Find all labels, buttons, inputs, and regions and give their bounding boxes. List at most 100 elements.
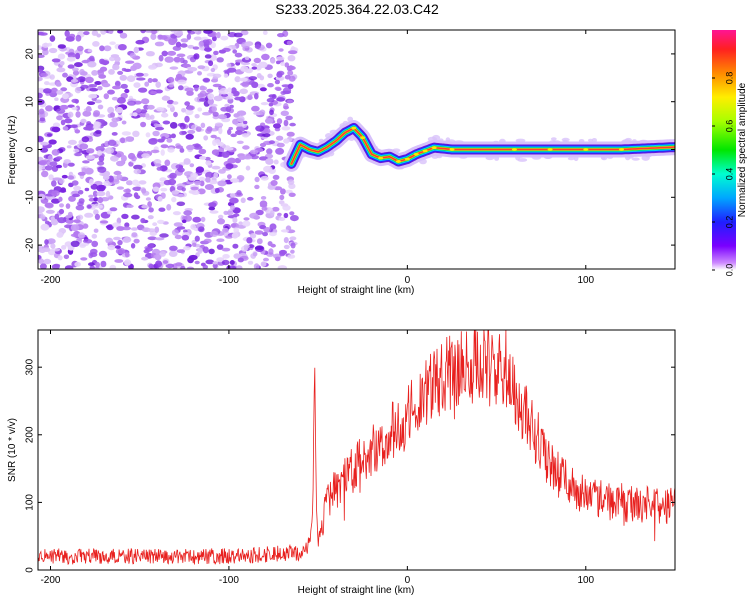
- noise-speckle: [289, 211, 295, 216]
- noise-speckle: [49, 74, 55, 80]
- noise-speckle: [152, 130, 160, 137]
- noise-speckle: [240, 66, 249, 72]
- noise-speckle: [142, 73, 149, 77]
- noise-speckle: [276, 56, 285, 61]
- noise-speckle: [44, 81, 50, 86]
- noise-speckle: [263, 165, 273, 173]
- noise-speckle: [72, 193, 80, 198]
- noise-speckle: [213, 95, 223, 102]
- noise-speckle: [209, 230, 219, 237]
- noise-speckle: [79, 143, 89, 150]
- noise-speckle: [51, 198, 61, 204]
- noise-speckle: [123, 188, 131, 193]
- ridge-peak: [413, 152, 419, 156]
- noise-speckle: [95, 129, 102, 134]
- noise-speckle: [119, 74, 128, 81]
- noise-speckle: [160, 187, 168, 192]
- noise-speckle: [99, 220, 109, 224]
- noise-speckle: [50, 87, 58, 94]
- noise-speckle: [94, 81, 102, 85]
- noise-speckle: [99, 45, 105, 52]
- noise-speckle: [125, 136, 135, 142]
- noise-speckle: [186, 105, 195, 111]
- noise-speckle: [154, 163, 162, 167]
- noise-speckle: [245, 41, 254, 47]
- noise-speckle: [186, 90, 194, 96]
- noise-speckle: [112, 64, 120, 71]
- ridge-peak: [431, 146, 437, 150]
- noise-speckle: [210, 67, 216, 73]
- noise-speckle: [84, 212, 94, 218]
- noise-speckle: [74, 62, 83, 68]
- noise-speckle: [202, 77, 211, 83]
- noise-speckle: [186, 266, 194, 269]
- noise-speckle: [214, 187, 220, 194]
- noise-speckle: [285, 115, 293, 121]
- noise-speckle: [88, 178, 94, 186]
- noise-speckle: [266, 148, 273, 155]
- noise-speckle: [263, 127, 271, 134]
- noise-speckle: [186, 33, 192, 40]
- noise-speckle: [82, 239, 93, 244]
- noise-speckle: [79, 242, 89, 247]
- noise-speckle: [271, 206, 280, 212]
- noise-speckle: [255, 209, 264, 216]
- noise-speckle: [147, 215, 154, 220]
- noise-speckle: [290, 242, 296, 249]
- noise-speckle: [91, 70, 98, 76]
- noise-speckle: [108, 30, 114, 34]
- noise-speckle: [260, 102, 269, 106]
- noise-speckle: [101, 82, 111, 88]
- noise-speckle: [194, 84, 199, 92]
- noise-speckle: [63, 254, 70, 260]
- ridge-peak: [449, 148, 455, 151]
- noise-speckle: [93, 228, 99, 233]
- colorbar-tick-label: 0.0: [724, 264, 734, 277]
- noise-speckle: [208, 180, 218, 185]
- noise-speckle: [124, 259, 132, 266]
- noise-speckle: [216, 238, 225, 242]
- noise-speckle: [184, 108, 194, 116]
- noise-speckle: [98, 250, 108, 258]
- noise-speckle: [109, 207, 118, 212]
- noise-speckle: [269, 223, 277, 230]
- noise-speckle: [272, 174, 280, 180]
- noise-speckle: [185, 133, 194, 140]
- noise-speckle: [150, 149, 160, 154]
- noise-speckle: [77, 45, 84, 52]
- noise-speckle: [117, 30, 124, 34]
- noise-speckle: [91, 233, 98, 239]
- noise-speckle: [161, 112, 169, 118]
- noise-speckle: [41, 170, 49, 178]
- noise-speckle: [231, 223, 237, 228]
- noise-speckle: [177, 79, 187, 85]
- noise-speckle: [180, 38, 189, 43]
- noise-speckle: [167, 103, 174, 108]
- noise-speckle: [45, 105, 53, 112]
- noise-speckle: [170, 133, 176, 139]
- noise-speckle: [54, 213, 60, 220]
- noise-speckle: [271, 94, 277, 99]
- noise-speckle: [194, 260, 200, 265]
- noise-speckle: [148, 207, 154, 213]
- noise-speckle: [97, 86, 103, 91]
- ridge-peak: [619, 148, 624, 151]
- noise-speckle: [182, 59, 188, 65]
- noise-speckle: [114, 245, 121, 249]
- noise-speckle: [175, 164, 184, 169]
- noise-speckle: [50, 243, 56, 249]
- noise-speckle: [94, 99, 102, 104]
- noise-speckle: [57, 255, 63, 261]
- noise-speckle: [255, 125, 265, 132]
- noise-speckle: [256, 238, 263, 245]
- ridge-peak: [422, 149, 428, 153]
- noise-speckle: [278, 48, 284, 52]
- noise-speckle: [89, 265, 95, 269]
- ridge-peak: [378, 156, 384, 160]
- y-tick-label: 100: [25, 494, 36, 511]
- noise-speckle: [91, 240, 99, 248]
- noise-speckle: [159, 177, 167, 182]
- noise-speckle: [82, 160, 90, 164]
- noise-speckle: [247, 94, 253, 101]
- noise-speckle: [38, 160, 48, 166]
